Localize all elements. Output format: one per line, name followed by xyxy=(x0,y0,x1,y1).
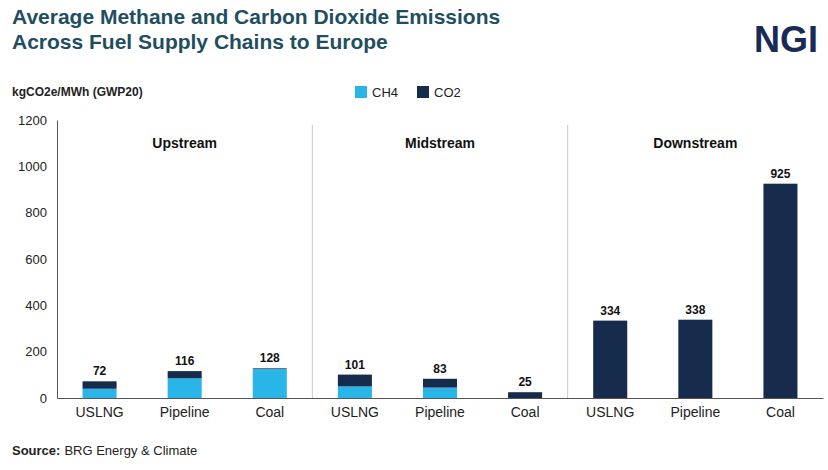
x-tick: Coal xyxy=(766,398,795,420)
group-label: Upstream xyxy=(152,135,217,151)
bar-segment xyxy=(338,386,372,398)
bar-segment xyxy=(253,368,287,370)
total-label: 925 xyxy=(770,167,790,181)
total-label: 83 xyxy=(433,362,447,376)
y-tick-label: 0 xyxy=(40,391,47,406)
group-separator xyxy=(567,125,568,398)
y-tick-label: 600 xyxy=(25,252,47,267)
y-tick: 400 xyxy=(25,298,57,313)
y-tick-label: 200 xyxy=(25,344,47,359)
bar-segment xyxy=(593,321,627,398)
bar-segment xyxy=(508,392,542,398)
y-tick-label: 1200 xyxy=(18,113,47,128)
bar-segment xyxy=(168,371,202,378)
logo: NGI xyxy=(754,19,818,60)
x-tick: Coal xyxy=(255,398,284,420)
x-tick-label: Pipeline xyxy=(160,404,210,420)
x-tick-label: Pipeline xyxy=(670,404,720,420)
bar-segment xyxy=(678,320,712,398)
total-label: 72 xyxy=(93,364,107,378)
x-tick: USLNG xyxy=(75,398,123,420)
y-tick: 800 xyxy=(25,205,57,220)
y-tick: 1000 xyxy=(18,159,57,174)
source-text: BRG Energy & Climate xyxy=(64,443,197,458)
title: Across Fuel Supply Chains to Europe xyxy=(12,30,388,53)
legend-label: CH4 xyxy=(372,85,398,100)
x-tick: Pipeline xyxy=(415,398,465,420)
total-label: 25 xyxy=(518,375,532,389)
source-label: Source: xyxy=(12,443,60,458)
chart: Average Methane and Carbon Dioxide Emiss… xyxy=(0,0,828,470)
y-tick-label: 1000 xyxy=(18,159,47,174)
bar-segment xyxy=(763,184,797,398)
x-tick-label: Coal xyxy=(511,404,540,420)
y-tick: 0 xyxy=(40,391,57,406)
legend-swatch xyxy=(417,86,429,98)
x-tick-label: USLNG xyxy=(586,404,634,420)
y-axis-label: kgCO2e/MWh (GWP20) xyxy=(12,85,143,99)
total-label: 128 xyxy=(260,351,280,365)
x-axis-line xyxy=(58,398,824,399)
y-tick: 200 xyxy=(25,344,57,359)
bar-segment xyxy=(338,375,372,387)
bar-segment xyxy=(253,369,287,398)
total-label: 334 xyxy=(600,304,620,318)
source: Source: BRG Energy & Climate xyxy=(12,443,197,458)
legend-swatch xyxy=(355,86,367,98)
bar-segment xyxy=(423,379,457,388)
y-tick-label: 400 xyxy=(25,298,47,313)
x-tick-label: USLNG xyxy=(331,404,379,420)
x-tick: USLNG xyxy=(586,398,634,420)
group-label: Midstream xyxy=(405,135,475,151)
bar-segment xyxy=(83,389,117,398)
group-label: Downstream xyxy=(653,135,737,151)
bar-segment xyxy=(83,381,117,388)
group-separator xyxy=(312,125,313,398)
legend-label: CO2 xyxy=(434,85,461,100)
total-label: 101 xyxy=(345,358,365,372)
x-tick-label: USLNG xyxy=(75,404,123,420)
x-axis: USLNG Pipeline Coal USLNG Pipeline Coal USLNG P… xyxy=(58,398,824,420)
legend: CH4 CO2 xyxy=(355,85,461,100)
y-tick: 600 xyxy=(25,252,57,267)
y-tick: 1200 xyxy=(18,113,57,128)
x-tick: Pipeline xyxy=(160,398,210,420)
y-axis-line xyxy=(57,121,58,399)
x-tick-label: Pipeline xyxy=(415,404,465,420)
x-tick: Coal xyxy=(511,398,540,420)
x-tick: USLNG xyxy=(331,398,379,420)
total-label: 116 xyxy=(175,354,195,368)
y-tick-label: 800 xyxy=(25,205,47,220)
x-tick-label: Coal xyxy=(255,404,284,420)
title: Average Methane and Carbon Dioxide Emiss… xyxy=(12,5,500,28)
y-axis: 0 200 400 600 800 1000 1200 xyxy=(18,113,57,406)
bar-segment xyxy=(168,378,202,398)
x-tick-label: Coal xyxy=(766,404,795,420)
bars xyxy=(83,184,798,398)
x-tick: Pipeline xyxy=(670,398,720,420)
total-label: 338 xyxy=(685,303,705,317)
bar-segment xyxy=(423,388,457,398)
